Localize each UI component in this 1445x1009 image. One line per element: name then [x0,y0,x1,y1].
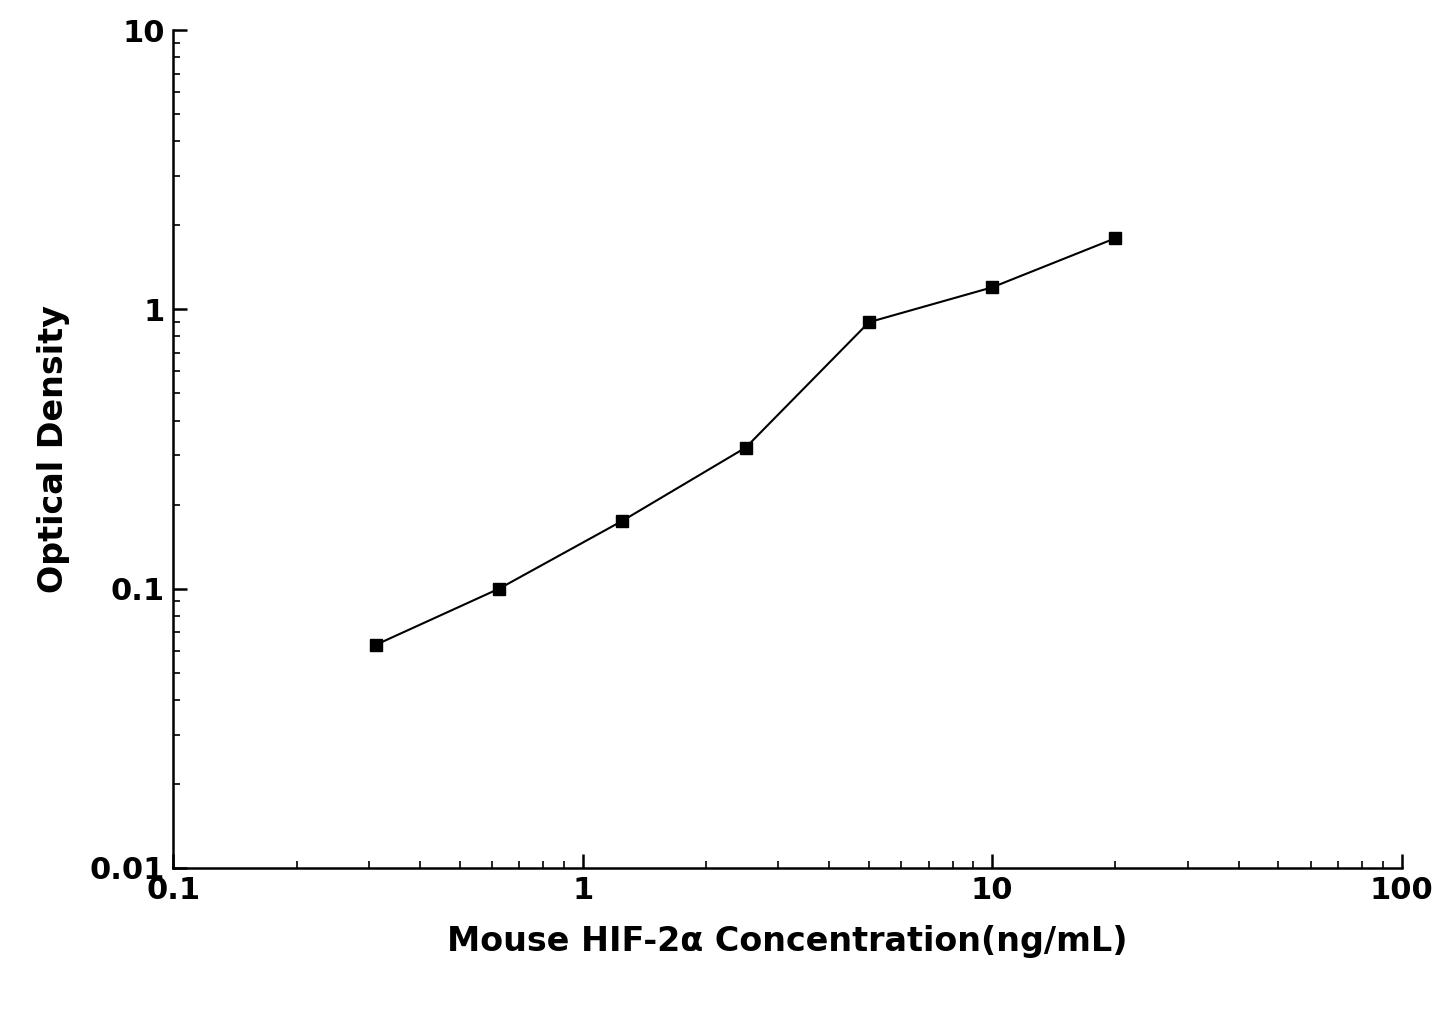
X-axis label: Mouse HIF-2α Concentration(ng/mL): Mouse HIF-2α Concentration(ng/mL) [448,924,1127,958]
Y-axis label: Optical Density: Optical Density [38,305,71,593]
